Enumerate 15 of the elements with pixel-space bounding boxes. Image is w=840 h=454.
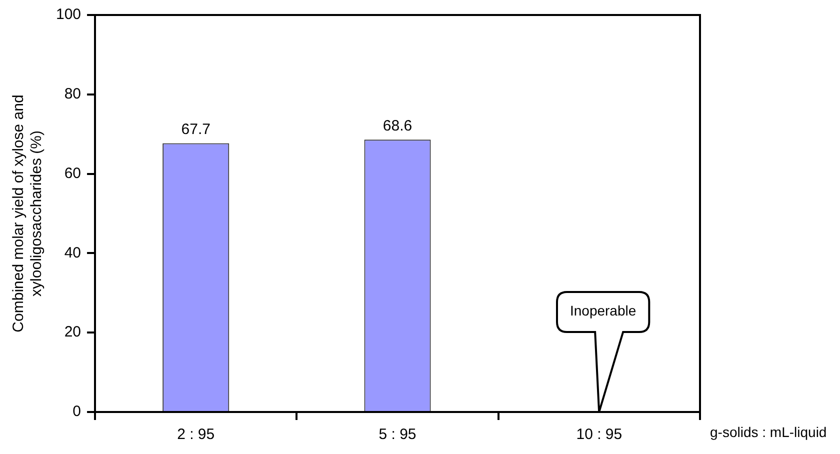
y-tick-label: 0 [72, 403, 82, 420]
speech-bubble: Inoperable [555, 290, 652, 414]
y-axis-title: Combined molar yield of xylose and xylooligosaccharides (%) [10, 94, 46, 332]
data-label: 68.6 [382, 117, 412, 134]
y-tick-label: 80 [64, 86, 82, 103]
x-tick-label: 2 : 95 [177, 426, 215, 444]
y-tick-label: 40 [64, 244, 82, 262]
data-label: 67.7 [181, 120, 210, 138]
y-tick-label: 20 [64, 324, 82, 341]
annotation: Inoperable [570, 302, 636, 319]
y-tick-label: 60 [64, 164, 82, 182]
x-tick-label: 10 : 95 [576, 426, 622, 444]
x-tick-label: 5 : 95 [378, 426, 416, 444]
y-tick-label: 100 [56, 6, 82, 24]
x-axis-title: g-solids : mL-liquid [710, 424, 827, 440]
